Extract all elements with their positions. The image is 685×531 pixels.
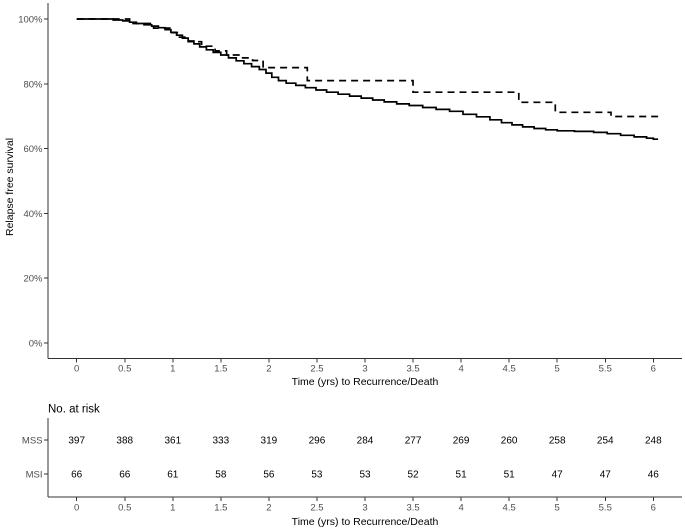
risk-count: 61 (167, 470, 179, 481)
y-tick-label: 40% (23, 209, 43, 220)
risk-count: 361 (164, 436, 181, 447)
risk-count: 56 (263, 470, 275, 481)
risk-x-tick-label: 2.5 (310, 503, 323, 514)
risk-count: 296 (309, 436, 326, 447)
risk-x-axis-title: Time (yrs) to Recurrence/Death (292, 516, 439, 528)
risk-count: 333 (213, 436, 230, 447)
risk-row-label-mss: MSS (22, 436, 43, 447)
x-tick-label: 2 (266, 364, 271, 375)
x-tick-label: 4 (458, 364, 463, 375)
risk-count: 277 (405, 436, 422, 447)
x-tick-label: 2.5 (310, 364, 323, 375)
risk-count: 51 (456, 470, 468, 481)
risk-x-tick-label: 4.5 (503, 503, 516, 514)
risk-x-tick-label: 1.5 (214, 503, 227, 514)
x-tick-label: 6 (651, 364, 656, 375)
risk-count: 254 (597, 436, 614, 447)
risk-x-tick-label: 5 (555, 503, 560, 514)
risk-x-tick-label: 5.5 (599, 503, 612, 514)
risk-count: 58 (215, 470, 227, 481)
risk-x-tick-label: 3 (362, 503, 367, 514)
x-tick-label: 5 (555, 364, 560, 375)
risk-x-tick-label: 0.5 (118, 503, 131, 514)
y-tick-label: 20% (23, 274, 43, 285)
risk-count: 51 (504, 470, 516, 481)
risk-count: 53 (311, 470, 323, 481)
y-tick-label: 60% (23, 144, 43, 155)
x-tick-label: 0 (74, 364, 79, 375)
risk-count: 53 (359, 470, 371, 481)
risk-count: 269 (453, 436, 470, 447)
risk-count: 66 (71, 470, 83, 481)
km-curve-mss (76, 18, 659, 141)
risk-x-tick-label: 1 (170, 503, 175, 514)
risk-x-tick-label: 2 (266, 503, 271, 514)
risk-count: 66 (119, 470, 131, 481)
risk-count: 52 (407, 470, 419, 481)
risk-count: 47 (552, 470, 564, 481)
km-curve-msi (76, 18, 659, 118)
risk-count: 397 (68, 436, 85, 447)
x-tick-label: 4.5 (503, 364, 516, 375)
risk-row-label-msi: MSI (26, 470, 43, 481)
risk-count: 388 (116, 436, 133, 447)
y-tick-label: 0% (29, 339, 43, 350)
x-tick-label: 0.5 (118, 364, 131, 375)
risk-count: 284 (357, 436, 374, 447)
main-plot: 0% 20% 40% 60% 80% 100% 0 0.5 1 1.5 2 2.5 3 3.5 4 4.5 5 5… (4, 3, 682, 388)
x-tick-label: 1 (170, 364, 175, 375)
y-axis-title: Relapse free survival (4, 138, 16, 236)
risk-x-tick-label: 4 (458, 503, 463, 514)
y-tick-label: 80% (23, 79, 43, 90)
risk-count: 258 (549, 436, 566, 447)
x-axis-title: Time (yrs) to Recurrence/Death (292, 376, 439, 388)
risk-x-tick-label: 0 (74, 503, 79, 514)
risk-x-tick-label: 3.5 (406, 503, 419, 514)
x-tick-label: 3.5 (406, 364, 419, 375)
risk-count: 46 (648, 470, 660, 481)
risk-count: 319 (261, 436, 278, 447)
risk-count: 248 (645, 436, 662, 447)
risk-count: 260 (501, 436, 518, 447)
x-tick-label: 3 (362, 364, 367, 375)
x-tick-label: 1.5 (214, 364, 227, 375)
x-tick-label: 5.5 (599, 364, 612, 375)
y-tick-label: 100% (18, 15, 43, 26)
risk-x-tick-label: 6 (651, 503, 656, 514)
risk-table-title: No. at risk (48, 404, 100, 416)
risk-count: 47 (600, 470, 612, 481)
